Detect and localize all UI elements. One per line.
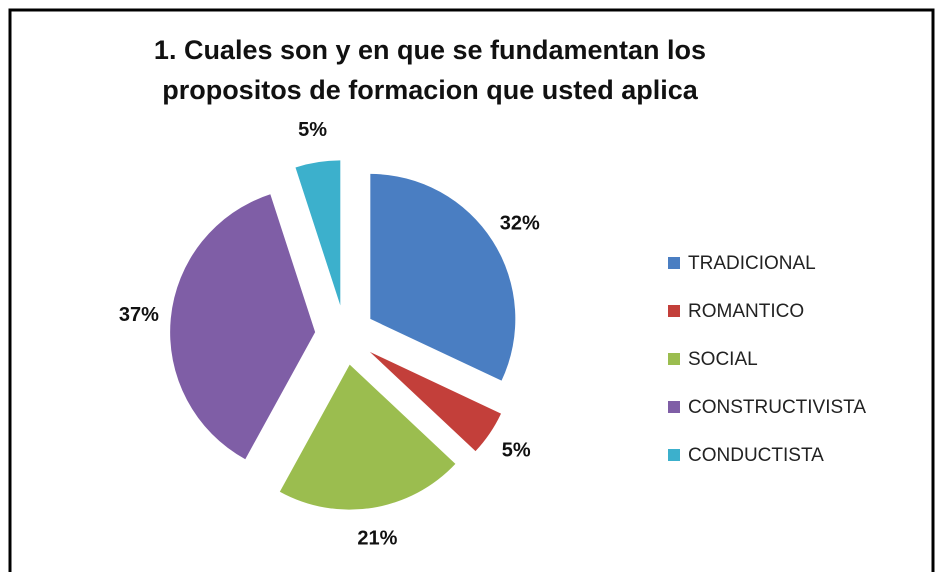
pie-slice — [370, 173, 516, 381]
data-label: 37% — [119, 304, 159, 326]
legend-label: CONDUCTISTA — [688, 445, 824, 466]
legend-label: ROMANTICO — [688, 301, 804, 322]
legend-swatch — [668, 353, 680, 365]
legend-swatch — [668, 449, 680, 461]
legend-swatch — [668, 305, 680, 317]
data-label: 21% — [357, 528, 397, 550]
data-label: 5% — [502, 440, 531, 462]
pie-slice — [279, 364, 456, 510]
pie-slice — [295, 160, 341, 306]
pie-slice — [170, 194, 316, 460]
legend-label: SOCIAL — [688, 349, 758, 370]
legend-label: TRADICIONAL — [688, 253, 816, 274]
frame — [8, 8, 935, 572]
data-label: 5% — [298, 119, 327, 141]
data-label: 32% — [500, 212, 540, 234]
pie-slice — [369, 351, 502, 452]
legend-label: CONSTRUCTIVISTA — [688, 397, 866, 418]
legend-swatch — [668, 401, 680, 413]
chart-title: 1. Cuales son y en que se fundamentan lo… — [153, 35, 707, 105]
legend-swatch — [668, 257, 680, 269]
